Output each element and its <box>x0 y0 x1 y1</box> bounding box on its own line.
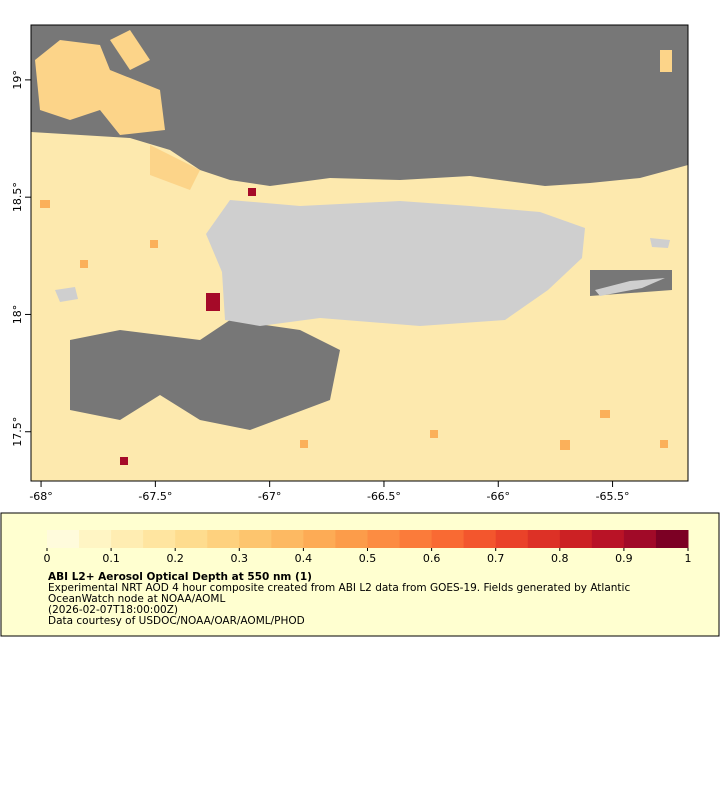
colorbar-segment <box>495 530 529 548</box>
colorbar-segment <box>463 530 497 548</box>
caption-line: Data courtesy of USDOC/NOAA/OAR/AOML/PHO… <box>48 615 305 627</box>
caption-line: (2026-02-07T18:00:00Z) <box>48 604 178 616</box>
colorbar-segment <box>175 530 208 548</box>
colorbar-segment <box>271 530 304 548</box>
colorbar-segment <box>431 530 465 548</box>
caption-title: ABI L2+ Aerosol Optical Depth at 550 nm … <box>48 571 312 583</box>
aod-patch <box>120 188 256 465</box>
colorbar-label: 0.3 <box>231 552 249 565</box>
colorbar-segment <box>655 530 689 548</box>
colorbar-segment <box>239 530 272 548</box>
land <box>206 200 585 326</box>
map-frame <box>30 24 689 482</box>
colorbar-segment <box>399 530 433 548</box>
x-tick-label: -67° <box>258 490 281 503</box>
y-tick-label: 17.5° <box>11 417 24 447</box>
colorbar-label: 1 <box>685 552 692 565</box>
caption: ABI L2+ Aerosol Optical Depth at 550 nm … <box>48 571 312 583</box>
y-tick-label: 19° <box>11 70 24 90</box>
colorbar-segment <box>207 530 240 548</box>
colorbar-segment <box>303 530 336 548</box>
x-tick-label: -67.5° <box>138 490 172 503</box>
land <box>595 278 665 296</box>
colorbar-segment <box>527 530 561 548</box>
land <box>650 238 670 248</box>
land <box>55 287 78 302</box>
colorbar-label: 0.8 <box>551 552 569 565</box>
x-tick-label: -66.5° <box>367 490 401 503</box>
colorbar-label: 0.1 <box>102 552 120 565</box>
aod-patch <box>40 200 668 450</box>
colorbar-segment <box>47 530 80 548</box>
colorbar-label: 0.6 <box>423 552 441 565</box>
colorbar-segment <box>143 530 176 548</box>
colorbar-segment <box>591 530 625 548</box>
y-tick-label: 18° <box>11 305 24 325</box>
colorbar-label: 0.9 <box>615 552 633 565</box>
x-tick-label: -66° <box>487 490 510 503</box>
x-tick-label: -65.5° <box>596 490 630 503</box>
colorbar-label: 0 <box>44 552 51 565</box>
colorbar-label: 0.5 <box>359 552 377 565</box>
y-tick-label: 18.5° <box>11 182 24 212</box>
no-data <box>70 320 340 430</box>
colorbar-segment <box>623 530 657 548</box>
colorbar-label: 0.2 <box>166 552 184 565</box>
colorbar-segment <box>367 530 401 548</box>
aod-patch <box>35 30 672 190</box>
no-data <box>31 25 688 186</box>
colorbar-label: 0.7 <box>487 552 505 565</box>
caption-line: OceanWatch node at NOAA/AOML <box>48 593 225 605</box>
colorbar-label: 0.4 <box>295 552 313 565</box>
map <box>30 24 689 482</box>
colorbar-segment <box>335 530 368 548</box>
colorbar-segment <box>111 530 144 548</box>
caption-line: Experimental NRT AOD 4 hour composite cr… <box>48 582 630 594</box>
colorbar-segment <box>559 530 593 548</box>
colorbar-segment <box>79 530 112 548</box>
x-tick-label: -68° <box>29 490 52 503</box>
